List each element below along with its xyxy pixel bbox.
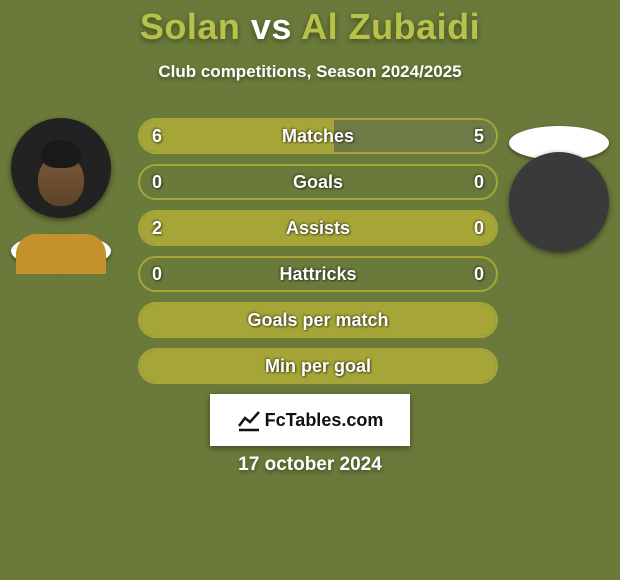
stat-label: Goals per match (140, 304, 496, 336)
date-label: 17 october 2024 (0, 454, 620, 476)
title-player2: Al Zubaidi (301, 6, 480, 47)
subtitle: Club competitions, Season 2024/2025 (0, 62, 620, 82)
stat-row-hattricks: 00Hattricks (138, 256, 498, 292)
stat-row-matches: 65Matches (138, 118, 498, 154)
stat-label: Assists (140, 212, 496, 244)
title-vs: vs (251, 6, 292, 47)
player-left-avatar (11, 118, 111, 218)
stats-list: 65Matches 00Goals 20Assists 00Hattricks Goal… (138, 118, 498, 384)
content: Solan vs Al Zubaidi Club competitions, S… (0, 0, 620, 580)
player-right-column (504, 118, 614, 252)
stat-label: Goals (140, 166, 496, 198)
title-player1: Solan (140, 6, 241, 47)
page-title: Solan vs Al Zubaidi (0, 0, 620, 48)
comparison-card: Solan vs Al Zubaidi Club competitions, S… (0, 0, 620, 580)
player-right-avatar (509, 152, 609, 252)
stat-row-goals: 00Goals (138, 164, 498, 200)
branding-badge[interactable]: FcTables.com (210, 394, 410, 446)
stat-row-min-per-goal: Min per goal (138, 348, 498, 384)
stat-label: Min per goal (140, 350, 496, 382)
stat-label: Matches (140, 120, 496, 152)
stat-row-goals-per-match: Goals per match (138, 302, 498, 338)
branding-text: FcTables.com (265, 410, 384, 431)
player-left-column (6, 118, 116, 268)
chart-icon (237, 408, 261, 432)
stat-row-assists: 20Assists (138, 210, 498, 246)
stat-label: Hattricks (140, 258, 496, 290)
